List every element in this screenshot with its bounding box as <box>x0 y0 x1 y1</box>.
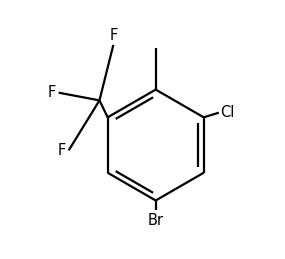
Text: F: F <box>58 143 66 158</box>
Text: F: F <box>48 85 56 100</box>
Text: Br: Br <box>148 213 164 228</box>
Text: F: F <box>109 28 117 44</box>
Text: Cl: Cl <box>220 105 235 120</box>
